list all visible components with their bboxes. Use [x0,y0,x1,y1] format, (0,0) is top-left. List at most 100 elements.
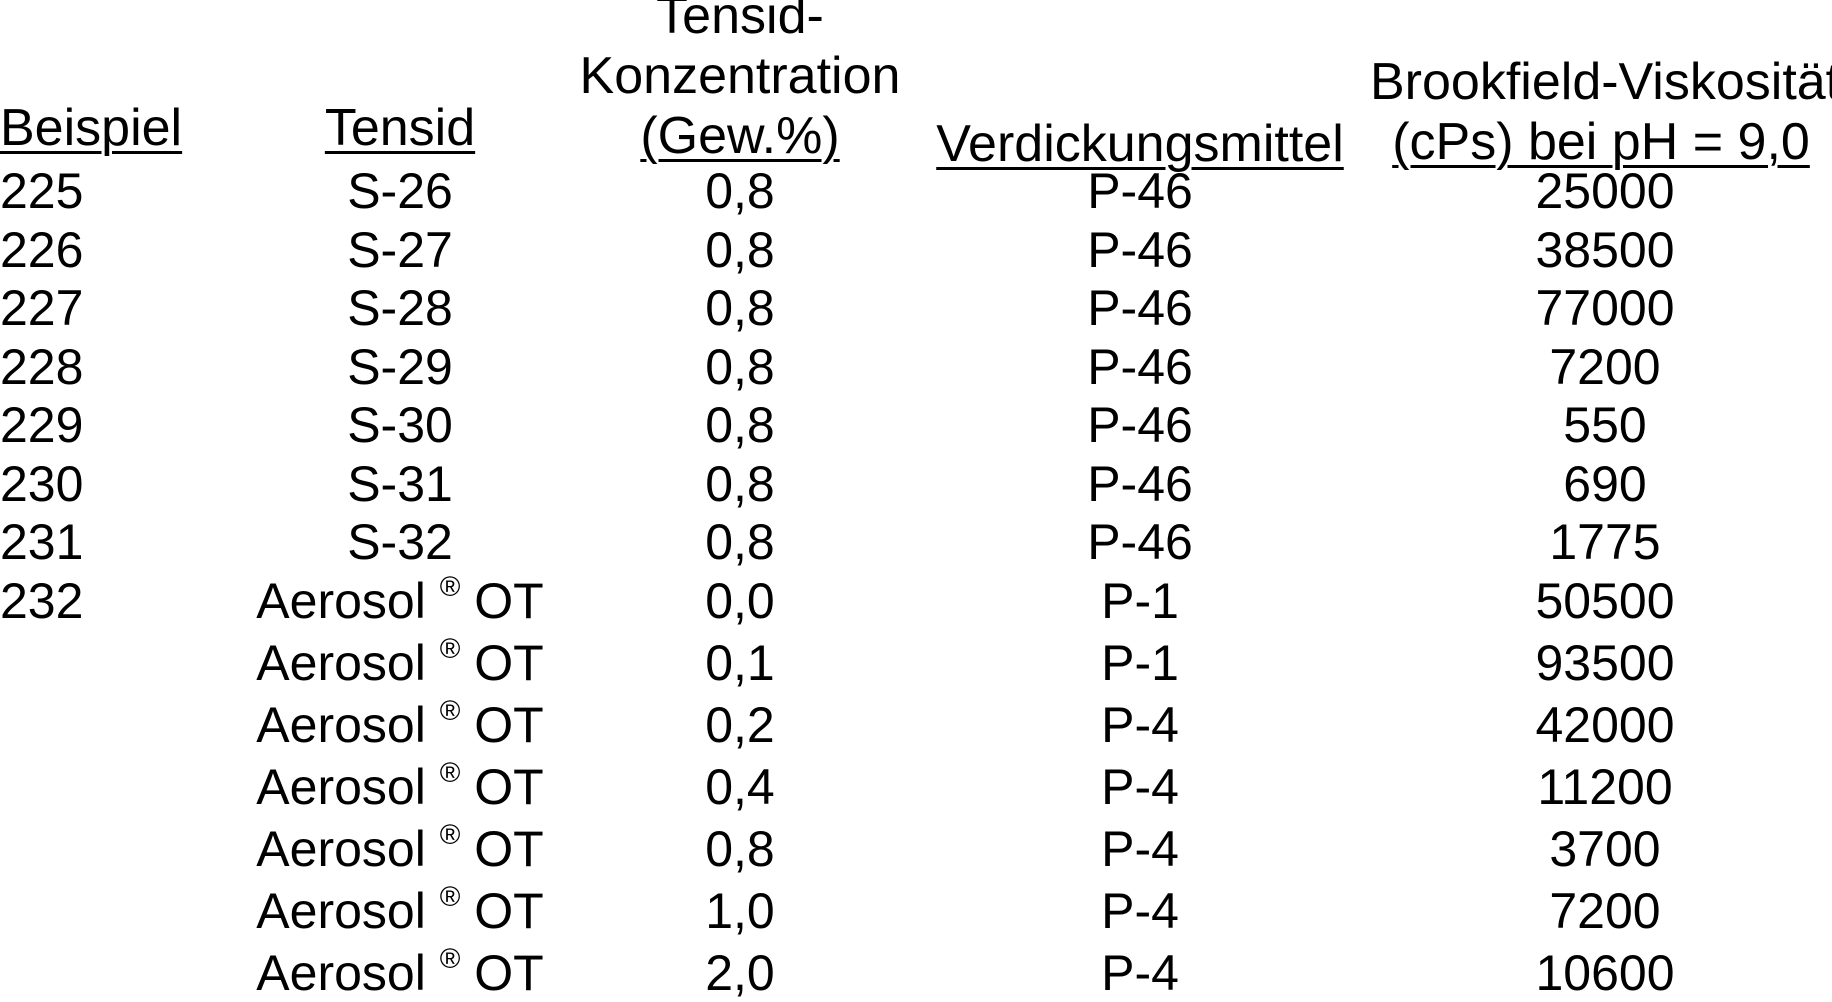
cell-verdickungsmittel: P-4 [1101,944,1179,1001]
registered-mark: ® [439,694,461,726]
cell-viskositaet: 10600 [1535,944,1675,1001]
cell-beispiel: 232 [0,572,84,629]
cell-tensid: S-26 [347,163,453,219]
table-row: Aerosol ® OT 0,1 P-1 93500 [0,634,1832,692]
cell-verdickungsmittel: P-4 [1101,758,1179,815]
cell-beispiel: 225 [0,163,84,219]
cell-viskositaet: 11200 [1537,758,1673,815]
cell-tensid: S-31 [347,455,453,512]
cell-verdickungsmittel: P-4 [1101,882,1179,939]
cell-viskositaet: 77000 [1535,280,1675,336]
cell-verdickungsmittel: P-46 [1087,163,1193,219]
cell-verdickungsmittel: P-4 [1101,820,1179,877]
cell-verdickungsmittel: P-46 [1087,338,1193,395]
cell-viskositaet: 7200 [1549,338,1661,395]
table-row: 229 S-30 0,8 P-46 550 [0,396,1832,454]
cell-verdickungsmittel: P-46 [1087,221,1193,278]
header-beispiel: Beispiel [0,98,183,158]
cell-verdickungsmittel: P-46 [1087,397,1193,453]
registered-mark: ® [439,632,461,664]
cell-verdickungsmittel: P-1 [1101,634,1179,691]
cell-verdickungsmittel: P-46 [1087,455,1193,512]
cell-viskositaet: 7200 [1549,882,1661,939]
cell-konzentration: 0,8 [705,338,775,395]
table-row: 225 S-26 0,8 P-46 25000 [0,162,1832,220]
cell-viskositaet: 42000 [1535,696,1675,753]
cell-tensid: Aerosol ® OT [256,632,544,691]
table-row: Aerosol ® OT 0,2 P-4 42000 [0,696,1832,754]
header-tensid: Tensid [230,98,570,158]
cell-verdickungsmittel: P-46 [1087,280,1193,336]
header-verdickungsmittel-label: Verdickungsmittel [936,115,1344,173]
registered-mark: ® [439,942,461,974]
table-row: 230 S-31 0,8 P-46 690 [0,455,1832,513]
header-konzentration-line2: Konzentration [579,47,901,105]
cell-tensid: Aerosol ® OT [256,694,544,753]
cell-beispiel: 226 [0,221,84,278]
header-beispiel-label: Beispiel [0,99,183,157]
header-viskositaet-line2: (cPs) bei pH = 9,0 [1392,113,1810,171]
registered-mark: ® [439,570,461,602]
cell-beispiel: 228 [0,338,84,395]
cell-tensid: Aerosol ® OT [256,756,544,815]
registered-mark: ® [439,880,461,912]
cell-tensid: Aerosol ® OT [256,880,544,939]
header-konzentration: Tensid- Konzentration (Gew.%) [560,0,920,166]
cell-viskositaet: 38500 [1535,221,1675,278]
table-row: 227 S-28 0,8 P-46 77000 [0,279,1832,337]
header-konzentration-line1: Tensid- [656,0,824,45]
table-row: 228 S-29 0,8 P-46 7200 [0,338,1832,396]
registered-mark: ® [439,756,461,788]
cell-verdickungsmittel: P-4 [1101,696,1179,753]
cell-konzentration: 0,8 [705,514,775,570]
cell-tensid: S-29 [347,338,453,395]
cell-viskositaet: 50500 [1535,572,1675,629]
cell-konzentration: 0,0 [705,572,775,629]
header-verdickungsmittel: Verdickungsmittel [930,114,1350,174]
table-row: 226 S-27 0,8 P-46 38500 [0,221,1832,279]
cell-konzentration: 0,1 [705,634,775,691]
table-row: Aerosol ® OT 1,0 P-4 7200 [0,882,1832,940]
table-row: Aerosol ® OT 0,8 P-4 3700 [0,820,1832,878]
cell-konzentration: 0,8 [705,163,775,219]
cell-viskositaet: 25000 [1535,163,1675,219]
cell-tensid: S-27 [347,221,453,278]
cell-viskositaet: 3700 [1549,820,1661,877]
cell-konzentration: 0,8 [705,397,775,453]
registered-mark: ® [439,818,461,850]
cell-beispiel: 229 [0,397,84,453]
cell-tensid: S-32 [347,514,453,570]
cell-beispiel: 227 [0,280,84,336]
cell-tensid: Aerosol ® OT [256,942,544,1001]
table-row: Aerosol ® OT 2,0 P-4 10600 [0,944,1832,1002]
cell-viskositaet: 550 [1563,397,1647,453]
cell-viskositaet: 690 [1563,455,1647,512]
cell-viskositaet: 93500 [1535,634,1675,691]
header-konzentration-line3: (Gew.%) [640,107,840,165]
cell-tensid: S-30 [347,397,453,453]
cell-konzentration: 0,2 [705,696,775,753]
table-row: Aerosol ® OT 0,4 P-4 11200 [0,758,1832,816]
cell-verdickungsmittel: P-1 [1101,572,1179,629]
table-row: 232 Aerosol ® OT 0,0 P-1 50500 [0,572,1832,630]
cell-tensid: Aerosol ® OT [256,570,544,629]
header-viskositaet-line1: Brookfield-Viskosität [1370,53,1832,111]
cell-beispiel: 230 [0,455,84,512]
cell-beispiel: 231 [0,514,84,570]
cell-viskositaet: 1775 [1549,514,1661,570]
cell-konzentration: 0,8 [705,820,775,877]
cell-konzentration: 0,4 [705,758,775,815]
cell-konzentration: 1,0 [705,882,775,939]
header-tensid-label: Tensid [324,99,476,157]
cell-konzentration: 0,8 [705,221,775,278]
header-viskositaet: Brookfield-Viskosität (cPs) bei pH = 9,0 [1370,52,1832,172]
cell-tensid: S-28 [347,280,453,336]
cell-konzentration: 2,0 [705,944,775,1001]
cell-konzentration: 0,8 [705,280,775,336]
cell-konzentration: 0,8 [705,455,775,512]
table-row: 231 S-32 0,8 P-46 1775 [0,513,1832,571]
cell-verdickungsmittel: P-46 [1087,514,1193,570]
